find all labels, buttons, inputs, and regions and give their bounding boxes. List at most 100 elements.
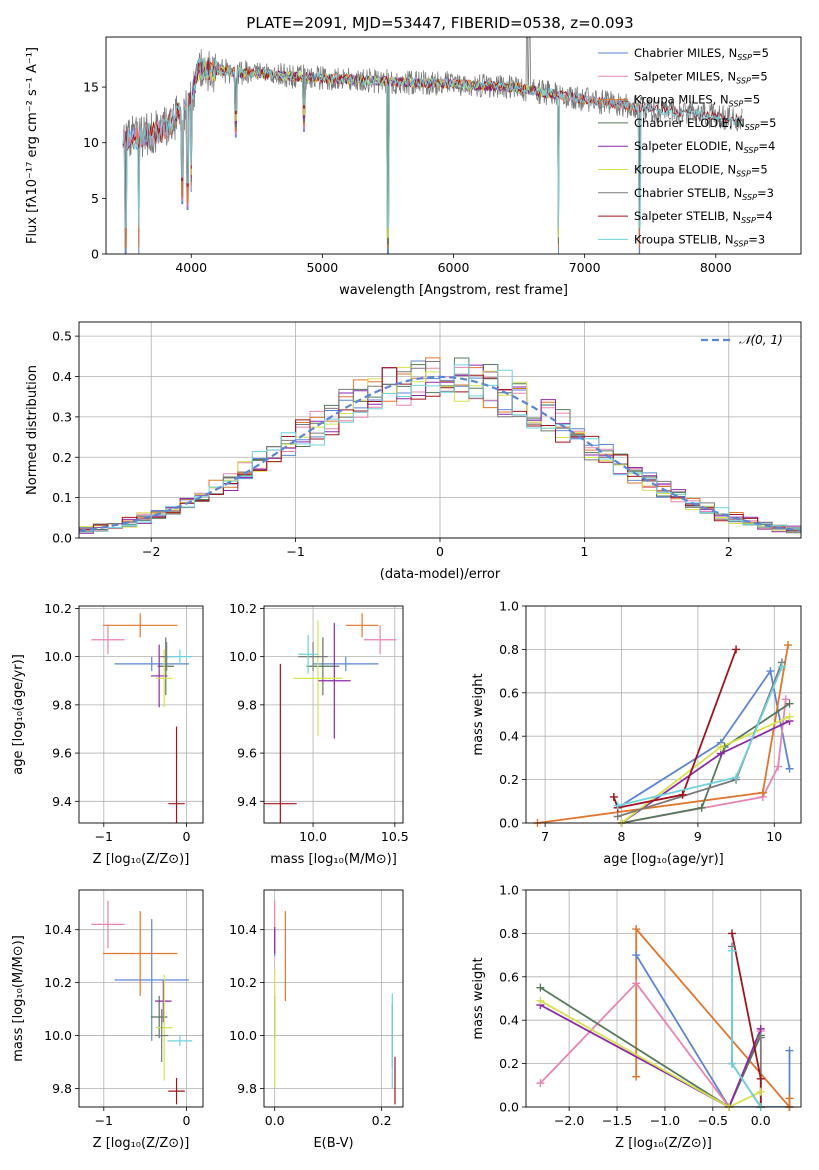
plot-area: [264, 613, 397, 823]
residuals-panel: −2 −1 0 1 2 0.0 0.1 0.2 0.3 0.4 0.5 (data-model)/er…: [25, 321, 802, 582]
y-tick-label: 0.0: [499, 816, 519, 831]
weight-marker: [756, 1033, 765, 1042]
x-tick-label: 8: [618, 829, 626, 844]
legend-label: Kroupa STELIB, NSSP=3: [634, 232, 765, 248]
weight-vs-metallicity-panel: −2.0 −1.5 −1.0 −0.5 0.0 0.0 0.2 0.4 0.6 0.8 1.0 Z […: [471, 883, 802, 1151]
y-tick-label: 9.8: [237, 1081, 257, 1096]
x-tick-label: 8000: [700, 260, 732, 275]
x-tick-label: 0: [182, 829, 190, 844]
weight-marker: [697, 803, 706, 812]
weight-marker: [728, 929, 737, 938]
x-tick-label: −1: [95, 829, 113, 844]
y-tick-label: 10.0: [44, 649, 72, 664]
weight-marker: [766, 667, 775, 676]
spectrum-line-chabrier-stelib: [122, 37, 743, 254]
weight-marker: [756, 1074, 765, 1083]
plot-area: [122, 37, 743, 254]
y-tick-label: 10.4: [229, 922, 257, 937]
weight-line-chabrier-miles: [635, 954, 791, 1107]
x-tick-label: 0: [182, 1113, 190, 1128]
y-tick-label: 10.2: [44, 601, 72, 616]
plot-area: [274, 900, 396, 1105]
plot-area: [79, 357, 801, 538]
x-tick-label: 0.0: [751, 1113, 771, 1128]
weight-marker: [678, 790, 687, 799]
normal-curve: [79, 375, 801, 532]
legend-label: Chabrier MILES, NSSP=5: [634, 46, 769, 62]
weight-marker: [632, 951, 641, 960]
y-tick-label: 1.0: [499, 883, 519, 898]
y-tick-label: 10.0: [229, 1028, 257, 1043]
weight-marker: [536, 996, 545, 1005]
mass-vs-metallicity-panel: −1 0 9.8 10.0 10.2 10.4 Z [log₁₀(Z/Z⊙)] mass [l…: [11, 889, 204, 1151]
axes-frame: [78, 889, 204, 1108]
weight-marker: [784, 641, 793, 650]
x-axis-label: wavelength [Angstrom, rest frame]: [339, 283, 568, 298]
weight-marker: [732, 645, 741, 654]
x-tick-label: 10: [766, 829, 782, 844]
y-tick-label: 0.8: [499, 926, 519, 941]
weight-marker: [777, 662, 786, 671]
y-tick-label: 0.0: [52, 531, 72, 546]
weight-vs-age-panel: 7 8 9 10 0.0 0.2 0.4 0.6 0.8 1.0 age [log₁₀(age/yr…: [471, 599, 802, 867]
y-tick-label: 9.6: [52, 746, 72, 761]
weight-marker: [785, 764, 794, 773]
weight-marker: [728, 1059, 737, 1068]
weight-marker: [632, 925, 641, 934]
weight-marker: [756, 1024, 765, 1033]
x-axis-label: E(B-V): [313, 1136, 353, 1151]
x-tick-label: 10.5: [381, 829, 409, 844]
axes-frame: [525, 889, 802, 1108]
legend-label: Chabrier STELIB, NSSP=3: [634, 186, 774, 202]
x-tick-label: 0: [436, 544, 444, 559]
plot-area: [91, 900, 193, 1105]
y-axis-label: mass weight: [471, 673, 486, 755]
x-tick-label: 7000: [569, 260, 601, 275]
y-tick-label: 1.0: [499, 599, 519, 614]
y-tick-label: 0.2: [499, 1056, 519, 1071]
weight-marker: [632, 1072, 641, 1081]
y-tick-label: 5: [91, 191, 99, 206]
y-tick-label: 0.4: [52, 369, 72, 384]
x-tick-label: −2: [142, 544, 160, 559]
weight-marker: [785, 1046, 794, 1055]
weight-marker: [728, 946, 737, 955]
y-tick-label: 9.8: [52, 1081, 72, 1096]
axes-frame: [105, 36, 802, 255]
x-axis-label: Z [log₁₀(Z/Z⊙)]: [93, 1136, 190, 1151]
x-tick-label: 10.0: [299, 829, 327, 844]
weight-marker: [536, 983, 545, 992]
y-tick-label: 0.4: [499, 729, 519, 744]
legend-label: Kroupa MILES, NSSP=5: [634, 93, 760, 109]
mass-vs-ebv-panel: 0.0 0.2 9.8 10.0 10.2 10.4 E(B-V): [229, 889, 404, 1151]
legend-label: Kroupa ELODIE, NSSP=5: [634, 163, 768, 179]
y-axis-label: age [log₁₀(age/yr)]: [11, 654, 26, 775]
y-tick-label: 10.0: [44, 1028, 72, 1043]
axes-frame: [263, 605, 404, 824]
weight-marker: [756, 1087, 765, 1096]
y-axis-label: mass [log₁₀(M/M⊙)]: [11, 935, 26, 1062]
x-tick-label: −1.5: [602, 1113, 632, 1128]
x-tick-label: −2.0: [554, 1113, 584, 1128]
weight-line-kroupa-miles: [635, 926, 791, 1107]
y-tick-label: 9.8: [52, 697, 72, 712]
weight-line-salpeter-stelib: [612, 649, 737, 809]
legend-label: Salpeter MILES, NSSP=5: [634, 69, 768, 85]
legend-label: Salpeter ELODIE, NSSP=4: [634, 139, 775, 155]
weight-line-chabrier-elodie: [539, 986, 762, 1107]
x-tick-label: 5000: [306, 260, 338, 275]
weight-marker: [716, 743, 725, 752]
y-tick-label: 0.6: [499, 685, 519, 700]
weight-marker: [781, 695, 790, 704]
x-axis-label: Z [log₁₀(Z/Z⊙)]: [93, 852, 190, 867]
y-tick-label: 10.2: [229, 601, 257, 616]
weight-marker: [732, 773, 741, 782]
y-tick-label: 9.8: [237, 697, 257, 712]
axes-frame: [78, 605, 204, 824]
y-tick-label: 0.2: [499, 772, 519, 787]
x-tick-label: 9: [694, 829, 702, 844]
weight-marker: [785, 1094, 794, 1103]
x-tick-label: 7: [541, 829, 549, 844]
x-axis-label: age [log₁₀(age/yr)]: [603, 852, 724, 867]
